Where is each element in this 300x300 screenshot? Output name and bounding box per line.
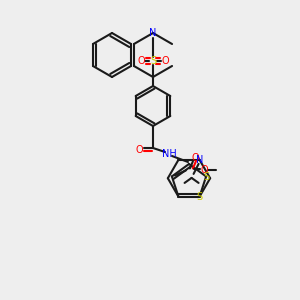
Text: N: N xyxy=(196,155,203,165)
Text: O: O xyxy=(191,153,199,164)
Text: O: O xyxy=(200,165,208,176)
Text: O: O xyxy=(135,145,143,155)
Text: S: S xyxy=(203,172,209,182)
Text: S: S xyxy=(150,56,156,66)
Text: O: O xyxy=(137,56,145,66)
Text: S: S xyxy=(196,192,202,202)
Text: N: N xyxy=(149,28,157,38)
Text: NH: NH xyxy=(162,149,176,159)
Text: O: O xyxy=(161,56,169,66)
